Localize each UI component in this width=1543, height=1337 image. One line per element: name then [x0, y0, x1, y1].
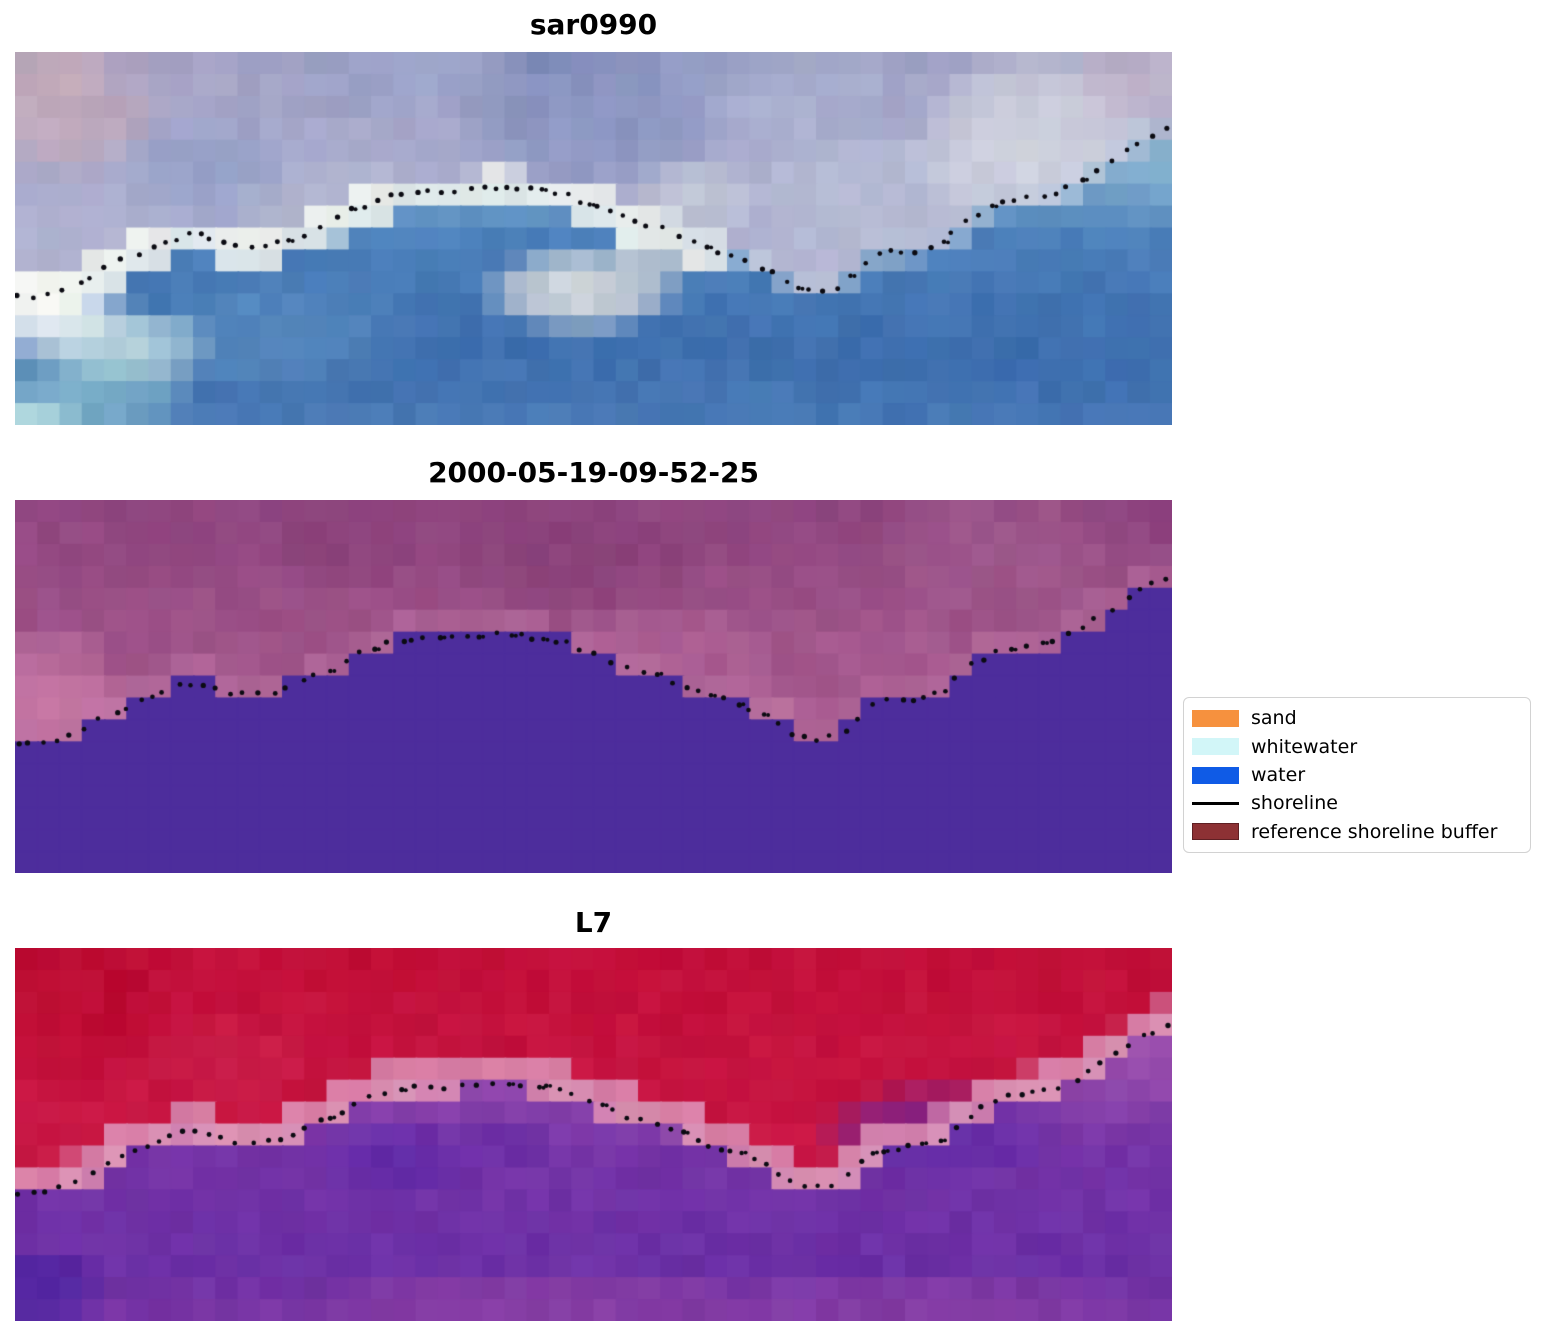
shoreline-line-icon [1192, 795, 1239, 812]
legend-item-water: water [1192, 761, 1522, 789]
panel-title-sar0990: sar0990 [529, 8, 658, 41]
panel-image-classified [15, 500, 1172, 873]
legend-item-whitewater: whitewater [1192, 732, 1522, 760]
water-swatch-icon [1192, 766, 1239, 784]
panel-image-sar0990 [15, 52, 1172, 425]
panel-image-l7 [15, 948, 1172, 1321]
panel-title-date: 2000-05-19-09-52-25 [428, 456, 759, 489]
legend-label: sand [1251, 707, 1297, 730]
legend-label: water [1251, 764, 1306, 787]
legend-item-reference-buffer: reference shoreline buffer [1192, 818, 1522, 846]
legend-item-sand: sand [1192, 704, 1522, 732]
reference-buffer-swatch-icon [1192, 823, 1239, 841]
legend: sand whitewater water shoreline referenc… [1183, 697, 1531, 853]
legend-label: reference shoreline buffer [1251, 820, 1498, 843]
legend-label: shoreline [1251, 792, 1338, 815]
panel-title-l7: L7 [574, 906, 613, 939]
legend-item-shoreline: shoreline [1192, 789, 1522, 817]
legend-label: whitewater [1251, 735, 1358, 758]
sand-swatch-icon [1192, 709, 1239, 727]
whitewater-swatch-icon [1192, 738, 1239, 756]
